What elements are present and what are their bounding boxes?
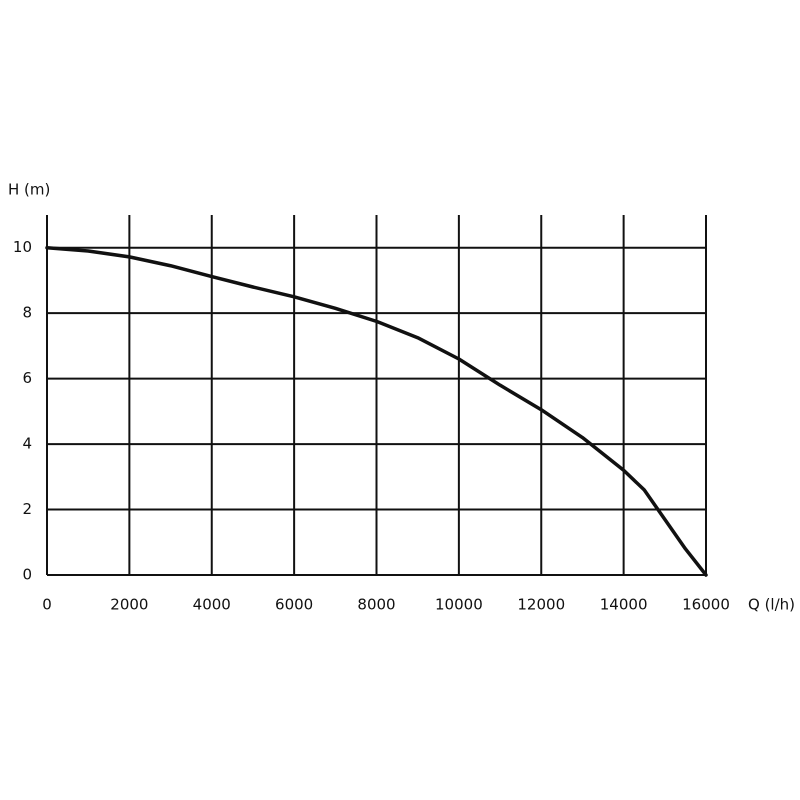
- y-tick-label: 0: [22, 566, 32, 584]
- y-tick-label: 6: [22, 369, 32, 387]
- y-tick-label: 8: [22, 304, 32, 322]
- x-tick-label: 12000: [517, 596, 565, 614]
- y-axis-label: H (m): [8, 181, 50, 199]
- x-axis-label: Q (l/h): [748, 596, 795, 614]
- y-tick-label: 2: [22, 500, 32, 518]
- x-tick-label: 8000: [357, 596, 395, 614]
- x-tick-label: 4000: [193, 596, 231, 614]
- x-tick-label: 10000: [435, 596, 483, 614]
- x-tick-label: 0: [42, 596, 52, 614]
- x-tick-label: 2000: [110, 596, 148, 614]
- x-tick-label: 16000: [682, 596, 730, 614]
- x-tick-label: 6000: [275, 596, 313, 614]
- curve: [45, 245, 708, 577]
- y-tick-label: 10: [13, 238, 32, 256]
- y-tick-label: 4: [22, 435, 32, 453]
- x-tick-label: 14000: [600, 596, 648, 614]
